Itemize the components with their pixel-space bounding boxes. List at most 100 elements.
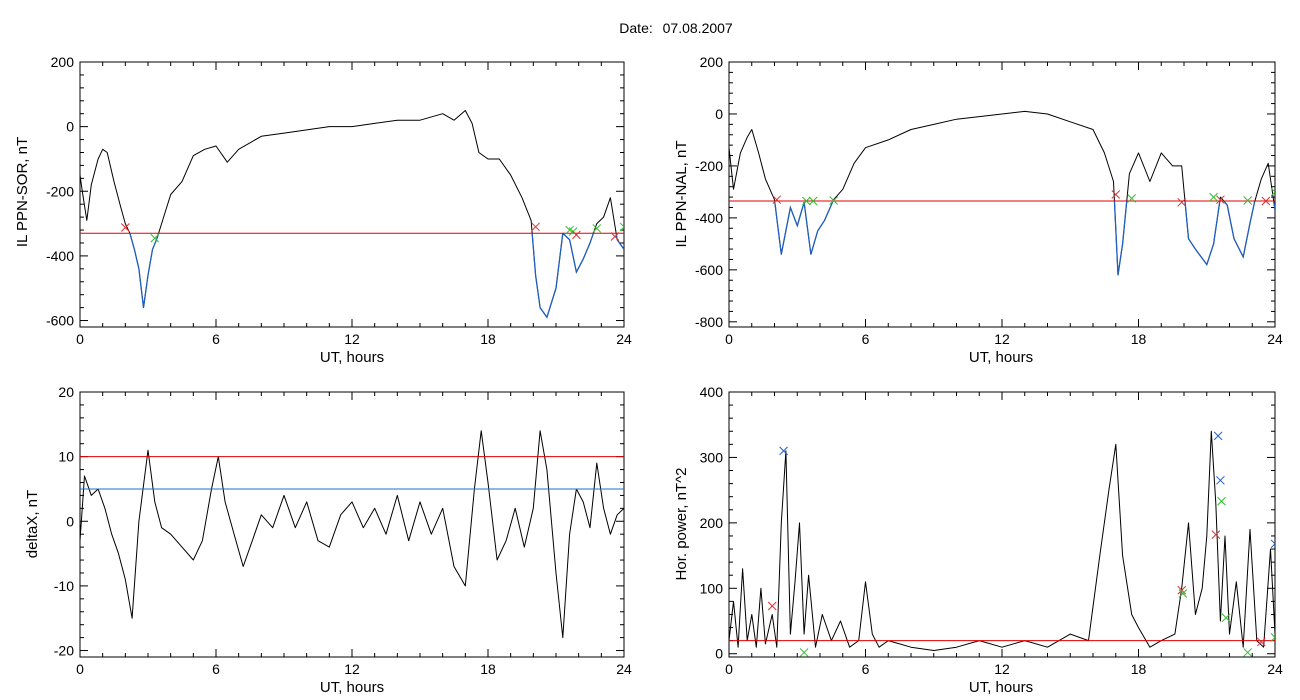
y-tick-label: -10 [54, 578, 74, 594]
event-marker [1213, 431, 1223, 441]
y-axis-title: IL PPN-SOR, nT [14, 137, 31, 247]
panel-il-ppn-nal: IL PPN-NAL, nT UT, hours 0 6 12 18 24 -800 -60… [673, 54, 1283, 366]
event-marker [1256, 637, 1266, 647]
marker-stroke [801, 196, 811, 206]
y-tick-label: 200 [700, 515, 724, 531]
event-marker [531, 222, 540, 232]
marker-stroke [150, 233, 160, 243]
marker-stroke [799, 648, 809, 657]
marker-stroke [829, 196, 839, 205]
marker-stroke [1270, 187, 1275, 193]
x-tick-label: 12 [994, 661, 1010, 677]
event-marker [779, 446, 788, 456]
y-tick-label: 100 [700, 580, 724, 596]
x-tick-label: 18 [1131, 661, 1147, 677]
y-axis-title: IL PPN-NAL, nT [673, 141, 690, 248]
plot-data [80, 430, 624, 639]
plot-frame [728, 391, 1276, 658]
marker-stroke [531, 222, 540, 232]
marker-stroke [1216, 475, 1225, 485]
event-marker [1178, 589, 1188, 598]
marker-stroke [808, 196, 818, 206]
marker-stroke [1213, 431, 1223, 441]
x-tick-label: 6 [862, 661, 870, 677]
event-marker [1221, 613, 1231, 623]
x-tick-label: 0 [76, 661, 84, 677]
marker-stroke [1178, 589, 1188, 598]
x-tick-label: 24 [616, 331, 632, 347]
event-marker [1270, 633, 1275, 642]
x-axis-title: UT, hours [320, 349, 384, 366]
event-marker [1111, 190, 1121, 199]
y-tick-label: 200 [700, 54, 724, 70]
x-tick-label: 6 [212, 331, 220, 347]
event-marker [808, 196, 818, 206]
x-tick-label: 18 [480, 331, 496, 347]
event-marker [1177, 585, 1187, 595]
x-tick-label: 18 [480, 661, 496, 677]
marker-stroke [1177, 197, 1187, 207]
x-tick-label: 12 [344, 331, 360, 347]
marker-stroke [592, 224, 602, 233]
series-line-below-threshold [774, 200, 1275, 276]
event-marker [592, 224, 602, 233]
marker-stroke [1256, 637, 1266, 647]
x-tick-label: 24 [1267, 331, 1283, 347]
x-axis-title: UT, hours [320, 679, 384, 696]
marker-stroke [120, 223, 130, 232]
marker-stroke [1270, 191, 1275, 197]
marker-stroke [767, 601, 777, 611]
y-tick-label: -600 [46, 313, 74, 329]
y-tick-label: 20 [58, 384, 74, 400]
event-marker [1270, 539, 1275, 549]
marker-stroke [1243, 196, 1253, 205]
y-tick-label: -800 [695, 314, 723, 330]
marker-stroke [1211, 530, 1221, 539]
panel-hor-power: Hor. power, nT^2 UT, hours 0 6 12 18 24 0 100 2… [673, 384, 1283, 696]
marker-stroke [1270, 633, 1275, 639]
plot-data [729, 110, 1275, 276]
marker-stroke [1261, 196, 1271, 206]
event-marker [1209, 192, 1218, 202]
event-marker [120, 223, 130, 232]
plot-data [80, 110, 624, 319]
marker-stroke [572, 230, 581, 240]
panel-delta-x: deltaX, nT UT, hours 0 6 12 18 24 -20 -10 0 10 20 [24, 384, 632, 696]
x-tick-label: 0 [76, 331, 84, 347]
y-tick-label: -400 [46, 248, 74, 264]
marker-stroke [1127, 194, 1137, 203]
marker-stroke [1221, 613, 1231, 623]
marker-stroke [619, 222, 624, 228]
y-tick-label: -20 [54, 643, 74, 659]
marker-stroke [1217, 496, 1226, 506]
marker-stroke [1270, 539, 1275, 545]
y-tick-label: 0 [66, 513, 74, 529]
x-tick-label: 6 [212, 661, 220, 677]
date-label: Date: [619, 20, 652, 36]
y-tick-label: 400 [700, 384, 724, 400]
x-tick-label: 12 [994, 331, 1010, 347]
event-marker [1216, 195, 1225, 205]
event-marker [1243, 196, 1253, 205]
marker-stroke [619, 226, 624, 232]
x-tick-label: 24 [1267, 661, 1283, 677]
event-marker [1216, 475, 1225, 485]
y-tick-label: 10 [58, 449, 74, 465]
marker-stroke [1111, 190, 1121, 199]
event-marker [767, 601, 777, 611]
x-tick-label: 24 [616, 661, 632, 677]
marker-stroke [1177, 585, 1187, 595]
plot-frame [728, 61, 1276, 328]
event-marker [799, 648, 809, 657]
marker-stroke [1270, 543, 1275, 549]
event-marker [801, 196, 811, 206]
marker-stroke [565, 225, 574, 235]
plot-frame [79, 61, 625, 328]
y-tick-label: -600 [695, 262, 723, 278]
event-marker [619, 222, 624, 232]
y-tick-label: 0 [715, 106, 723, 122]
series-line [729, 430, 1275, 651]
event-marker [772, 195, 782, 205]
x-tick-label: 0 [725, 661, 733, 677]
